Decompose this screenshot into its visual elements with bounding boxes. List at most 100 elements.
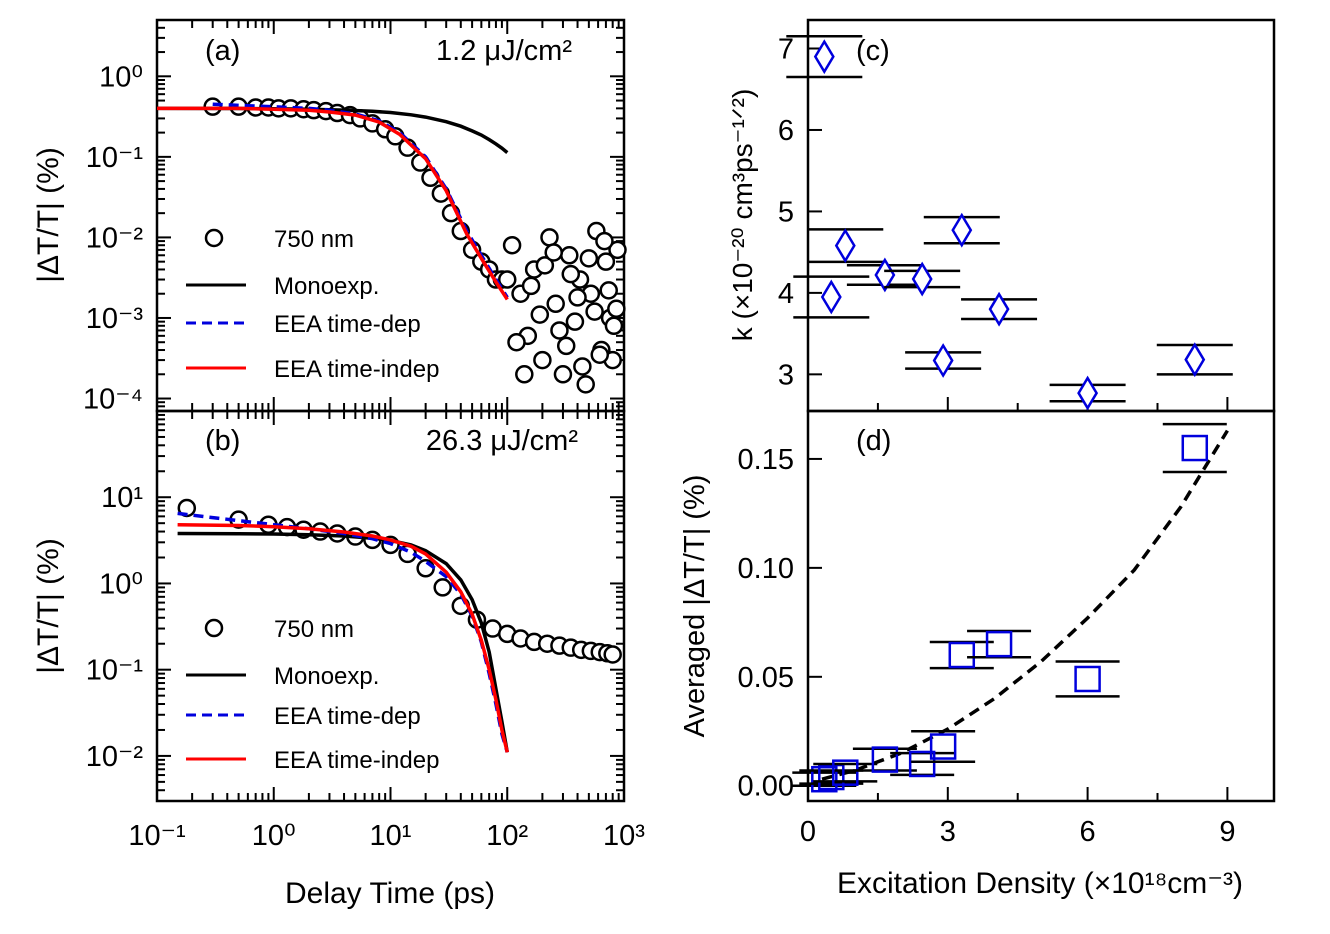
panel-a-annotation: 1.2 μJ/cm² xyxy=(436,35,572,67)
panel-d-y-tick-label: 0.00 xyxy=(738,771,794,803)
panel-a-frame xyxy=(155,18,626,413)
tick-layer: 10⁰ 10⁻¹ 10⁻² 10⁻³ 10⁻⁴ 10⁻¹ 10⁰ 10¹ 10² 10³ 10¹ 10… xyxy=(83,19,1235,852)
panel-a-point xyxy=(565,312,585,331)
panel-d-x-tick-label: 0 xyxy=(800,816,816,848)
panel-c-label: (c) xyxy=(856,35,890,67)
panel-a-point xyxy=(604,316,624,336)
panel-a-point xyxy=(596,252,616,271)
panel-a-point xyxy=(553,365,573,384)
panel-a-y-tick-label: 10⁻³ xyxy=(86,303,144,335)
panel-a-point xyxy=(521,276,541,296)
x-tick-label: 10⁻¹ xyxy=(128,820,186,852)
legend-a-circle-marker xyxy=(204,228,224,248)
panel-d-point xyxy=(908,750,936,778)
panel-a-point xyxy=(561,264,581,284)
panel-b-line-eea-time-indep xyxy=(177,522,510,753)
panel-c-point xyxy=(951,212,973,248)
panel-d-point xyxy=(1074,665,1101,693)
legend-a-item-1: Monoexp. xyxy=(274,273,379,300)
panel-a-line-eea-time-indep xyxy=(157,106,509,301)
panel-b-point xyxy=(603,645,622,664)
panel-a-point xyxy=(599,281,618,300)
panel-c-y-tick-label: 7 xyxy=(778,34,794,66)
legend-a-item-2: EEA time-dep xyxy=(274,311,421,338)
ylabel-d: Averaged |ΔT/T| (%) xyxy=(679,475,711,738)
panel-c-point xyxy=(1077,375,1099,411)
panel-d-point xyxy=(871,746,899,773)
panel-a-point xyxy=(573,357,592,376)
panel-c-y-tick-label: 4 xyxy=(778,278,794,310)
panel-b-label: (b) xyxy=(205,425,240,457)
panel-d-frame xyxy=(806,409,1276,803)
panel-d-point xyxy=(985,630,1013,658)
panel-a-point xyxy=(535,256,555,275)
panel-a-point xyxy=(556,336,576,356)
panel-a-point xyxy=(585,302,604,321)
panel-a-label: (a) xyxy=(205,35,240,67)
panel-c-frame xyxy=(806,18,1276,413)
legend-b-item-1: Monoexp. xyxy=(274,663,379,690)
panel-d-x-tick-label: 3 xyxy=(940,816,956,848)
panel-a-point xyxy=(560,246,579,265)
panel-d-y-tick-label: 0.15 xyxy=(738,444,794,476)
x-tick-label: 10³ xyxy=(603,820,645,852)
panel-a-point xyxy=(540,228,559,247)
panel-b-frame xyxy=(155,409,626,803)
panel-d-point xyxy=(811,765,838,793)
panel-c-y-tick-label: 6 xyxy=(778,115,794,147)
panel-a-point xyxy=(590,345,610,364)
legend-b-item-0: 750 nm xyxy=(274,616,354,643)
x-tick-label: 10² xyxy=(486,820,528,852)
xlabel-right: Excitation Density (×10¹⁸cm⁻³) xyxy=(837,867,1243,900)
panel-d-point xyxy=(948,641,976,669)
panel-b-y-tick-label: 10¹ xyxy=(101,482,143,514)
panel-a-point xyxy=(533,350,552,370)
panel-d-x-tick-label: 6 xyxy=(1080,816,1096,848)
panel-a-point xyxy=(607,299,626,319)
legend-a-item-0: 750 nm xyxy=(274,226,354,253)
panel-b-annotation: 26.3 μJ/cm² xyxy=(426,425,578,457)
panel-b-series xyxy=(177,498,622,753)
legend-b: 750 nm Monoexp. EEA time-dep EEA time-in… xyxy=(186,616,439,774)
panel-b-point xyxy=(433,578,452,597)
panel-a-y-tick-label: 10⁰ xyxy=(99,61,143,93)
panel-a-point xyxy=(546,294,565,314)
panel-a-point xyxy=(576,375,595,394)
panel-a-y-tick-label: 10⁻¹ xyxy=(86,142,144,174)
panel-d-label: (d) xyxy=(856,425,891,457)
data-layer xyxy=(156,35,1233,793)
panel-a-point xyxy=(550,321,569,340)
panel-b-y-tick-label: 10⁰ xyxy=(99,568,143,600)
ylabel-a: |ΔT/T| (%) xyxy=(32,147,65,283)
panel-b-point xyxy=(416,559,435,578)
panel-a-point xyxy=(595,231,614,251)
ylabel-c: k (×10⁻²⁰ cm³ps⁻¹ᐟ²) xyxy=(727,89,758,342)
panel-d-y-tick-label: 0.10 xyxy=(738,553,794,585)
x-tick-label: 10⁰ xyxy=(252,820,296,852)
panel-a-point xyxy=(498,270,517,289)
legend-b-item-3: EEA time-indep xyxy=(274,747,439,774)
panel-d-point xyxy=(1181,434,1209,462)
panel-a-point xyxy=(530,305,550,324)
panel-c-point xyxy=(813,39,835,75)
legend-b-item-2: EEA time-dep xyxy=(274,703,421,730)
panel-b-line-monoexp- xyxy=(177,531,510,753)
panel-c-y-tick-label: 5 xyxy=(778,196,794,228)
panel-c-point xyxy=(1184,342,1206,378)
panel-a-y-tick-label: 10⁻² xyxy=(86,222,144,254)
panel-a-line-eea-time-dep xyxy=(212,102,509,299)
panel-a-point xyxy=(507,332,526,352)
panel-c-point xyxy=(820,279,842,315)
panel-c-point xyxy=(834,228,856,264)
panel-a-y-tick-label: 10⁻⁴ xyxy=(83,384,143,416)
panel-a-point xyxy=(515,365,534,384)
panel-a-point xyxy=(502,235,522,255)
panel-a-series xyxy=(156,97,627,394)
legend-a-item-3: EEA time-indep xyxy=(274,356,439,383)
panel-a-point xyxy=(579,249,599,268)
panel-c-y-tick-label: 3 xyxy=(778,359,794,391)
panel-c-point xyxy=(932,343,954,378)
panel-d-point xyxy=(832,759,859,786)
legend-a: 750 nm Monoexp. EEA time-dep EEA time-in… xyxy=(186,226,439,383)
